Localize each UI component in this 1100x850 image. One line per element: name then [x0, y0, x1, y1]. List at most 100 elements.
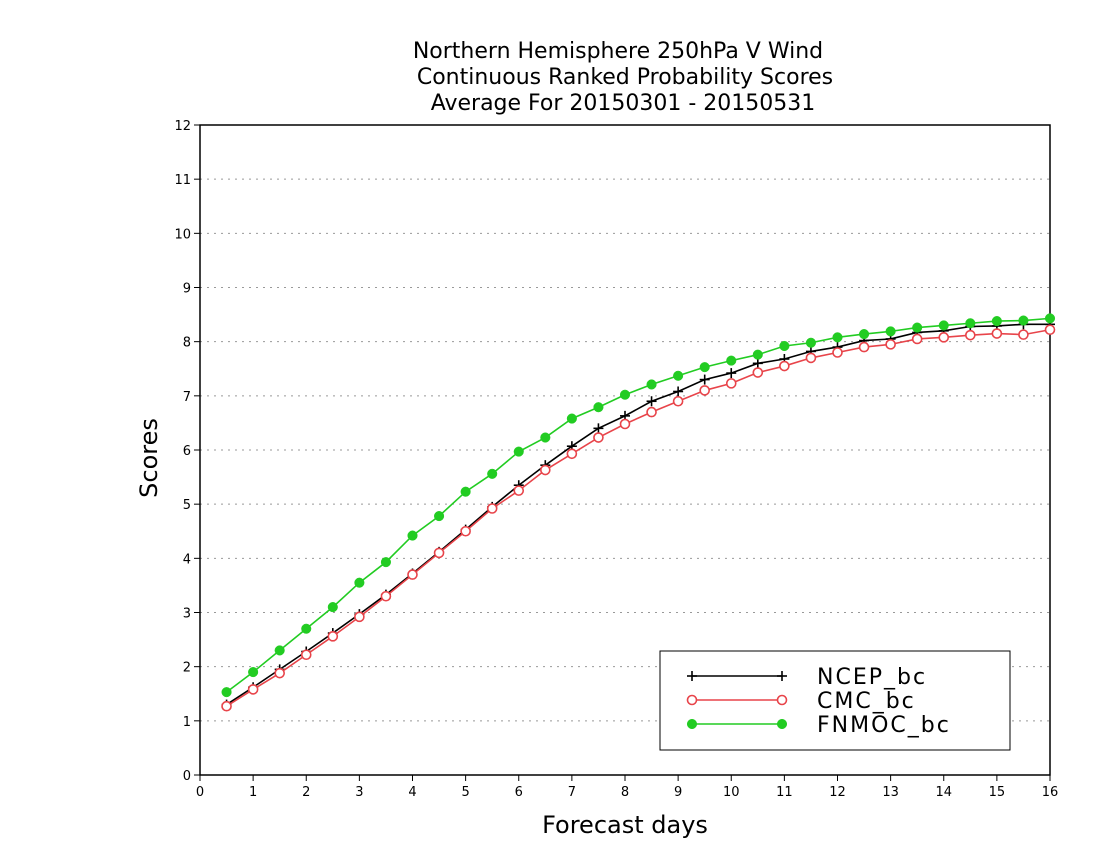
y-tick-label: 1 [183, 715, 191, 730]
y-tick-label: 9 [183, 282, 191, 297]
data-point-fnmoc-bc [248, 667, 259, 678]
x-tick-label: 16 [1042, 785, 1059, 800]
x-tick-label: 3 [355, 785, 363, 800]
data-point-cmc-bc [991, 328, 1003, 339]
legend-item-fnmoc-bc: FNMOC_bc [686, 713, 951, 738]
chart-title-line-3: Average For 20150301 - 20150531 [431, 91, 816, 116]
series-line-cmc-bc [226, 328, 1051, 707]
data-point-cmc-bc [274, 667, 285, 679]
data-point-fnmoc-bc [752, 349, 763, 360]
data-point-ncep-bc [726, 368, 737, 379]
x-tick-label: 4 [408, 785, 416, 800]
legend-label: NCEP_bc [817, 665, 927, 690]
series-line-ncep-bc [226, 323, 1050, 706]
data-point-fnmoc-bc [434, 511, 445, 522]
data-point-fnmoc-bc [619, 389, 631, 400]
data-point-fnmoc-bc [327, 602, 338, 613]
data-point-fnmoc-bc [912, 322, 923, 333]
data-point-cmc-bc [566, 448, 578, 460]
data-point-fnmoc-bc [380, 557, 391, 568]
x-tick-label: 1 [249, 785, 257, 800]
y-tick-label: 7 [183, 390, 191, 405]
data-point-cmc-bc [965, 329, 976, 341]
chart-title: Northern Hemisphere 250hPa V Wind Contin… [413, 39, 833, 116]
data-point-fnmoc-bc [513, 446, 524, 457]
data-point-fnmoc-bc [460, 486, 471, 497]
data-point-ncep-bc [752, 358, 763, 369]
data-point-fnmoc-bc [991, 316, 1002, 327]
x-axis-label: Forecast days [542, 811, 708, 839]
data-point-fnmoc-bc [938, 320, 949, 331]
data-point-fnmoc-bc [566, 413, 577, 424]
x-tick-label: 0 [196, 785, 204, 800]
data-point-ncep-bc [673, 386, 684, 397]
data-point-cmc-bc [380, 590, 392, 602]
data-point-fnmoc-bc [407, 530, 418, 541]
chart-title-line-2: Continuous Ranked Probability Scores [417, 65, 833, 90]
legend-item-cmc-bc: CMC_bc [686, 689, 916, 714]
y-tick-label: 11 [174, 173, 191, 188]
data-point-cmc-bc [672, 395, 684, 407]
data-point-cmc-bc [832, 347, 843, 358]
data-point-cmc-bc [433, 547, 445, 559]
data-point-cmc-bc [1044, 324, 1056, 336]
data-point-cmc-bc [752, 367, 764, 378]
x-tick-label: 12 [829, 785, 846, 800]
data-point-cmc-bc [540, 464, 551, 476]
chart-title-line-1: Northern Hemisphere 250hPa V Wind [413, 39, 823, 64]
x-tick-label: 8 [621, 785, 629, 800]
data-point-cmc-bc [1018, 329, 1029, 340]
data-point-cmc-bc [327, 631, 339, 642]
data-point-cmc-bc [938, 332, 950, 343]
x-tick-label: 2 [302, 785, 310, 800]
x-tick-label: 5 [461, 785, 469, 800]
data-point-fnmoc-bc [301, 623, 312, 634]
data-point-cmc-bc [885, 339, 896, 350]
x-tick-label: 14 [935, 785, 952, 800]
data-point-cmc-bc [725, 378, 737, 389]
legend-marker [776, 694, 788, 706]
legend-marker [686, 694, 698, 706]
legend-marker [686, 718, 698, 730]
data-point-ncep-bc [593, 423, 604, 434]
data-point-fnmoc-bc [1018, 315, 1029, 326]
data-point-fnmoc-bc [274, 645, 285, 656]
y-tick-label: 2 [183, 661, 191, 676]
data-point-cmc-bc [593, 432, 604, 443]
data-point-cmc-bc [486, 503, 498, 514]
y-tick-label: 12 [174, 119, 191, 134]
data-point-fnmoc-bc [487, 468, 498, 479]
x-tick-label: 13 [882, 785, 899, 800]
data-point-fnmoc-bc [805, 337, 816, 348]
data-point-cmc-bc [460, 525, 471, 537]
x-tick-label: 10 [723, 785, 740, 800]
series-cmc-bc [221, 324, 1056, 712]
x-tick-label: 15 [989, 785, 1006, 800]
data-point-cmc-bc [858, 341, 870, 353]
data-point-ncep-bc [699, 374, 710, 385]
data-point-cmc-bc [646, 406, 657, 418]
data-point-cmc-bc [407, 569, 418, 580]
x-tick-label: 6 [515, 785, 523, 800]
y-tick-label: 6 [183, 444, 191, 459]
data-point-fnmoc-bc [1044, 313, 1056, 324]
data-point-cmc-bc [911, 333, 923, 345]
y-tick-label: 3 [183, 607, 191, 622]
legend-label: CMC_bc [817, 689, 916, 714]
data-point-cmc-bc [805, 352, 817, 364]
data-point-fnmoc-bc [859, 329, 870, 340]
x-tick-label: 9 [674, 785, 682, 800]
y-tick-label: 8 [183, 336, 191, 351]
data-point-fnmoc-bc [593, 402, 604, 413]
data-point-cmc-bc [619, 418, 631, 430]
legend-label: FNMOC_bc [817, 713, 951, 738]
data-point-fnmoc-bc [832, 332, 843, 343]
data-point-fnmoc-bc [885, 326, 896, 337]
legend-marker [777, 671, 787, 681]
x-tick-label: 7 [568, 785, 576, 800]
data-point-ncep-bc [646, 396, 657, 407]
data-point-fnmoc-bc [965, 318, 976, 329]
data-point-fnmoc-bc [540, 432, 551, 443]
data-point-fnmoc-bc [221, 687, 232, 698]
